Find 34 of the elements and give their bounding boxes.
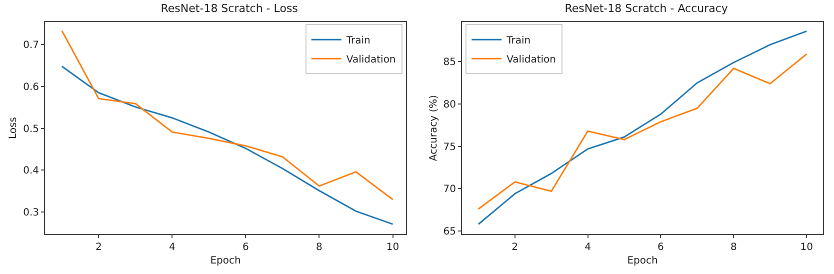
x-tick-label: 10 [386, 242, 400, 253]
y-axis-title: Loss [8, 117, 20, 139]
x-axis-title: Epoch [210, 256, 241, 266]
chart-title: ResNet-18 Scratch - Accuracy [564, 2, 728, 15]
x-tick-label: 10 [800, 242, 813, 253]
x-tick-label: 4 [584, 242, 591, 253]
chart-title: ResNet-18 Scratch - Loss [160, 2, 298, 15]
y-tick-label: 0.6 [23, 82, 39, 93]
y-tick-label: 0.7 [23, 40, 39, 52]
x-tick-label: 8 [730, 242, 737, 253]
y-tick-label: 85 [443, 57, 456, 68]
y-tick-label: 80 [443, 99, 456, 110]
x-tick-label: 2 [95, 242, 102, 253]
y-tick-label: 0.3 [23, 208, 39, 219]
line-series [478, 30, 808, 226]
y-axis-title: Accuracy (%) [428, 94, 440, 162]
legend-label: Train [345, 36, 370, 47]
line-series [478, 53, 808, 210]
x-tick-label: 4 [169, 242, 176, 253]
x-tick-label: 6 [658, 242, 664, 253]
x-tick-label: 6 [242, 242, 249, 253]
legend-label: Validation [506, 54, 556, 66]
x-tick-label: 8 [316, 242, 322, 253]
x-axis-title: Epoch [627, 256, 658, 266]
y-tick-label: 0.4 [23, 166, 39, 177]
line-series [61, 66, 394, 225]
legend-label: Validation [346, 54, 396, 66]
y-tick-label: 0.5 [23, 124, 39, 135]
legend-label: Train [506, 36, 531, 47]
y-tick-label: 70 [443, 184, 456, 196]
line-series [61, 30, 394, 200]
y-tick-label: 65 [443, 226, 456, 238]
x-tick-label: 2 [512, 242, 518, 253]
y-tick-label: 75 [443, 142, 456, 153]
